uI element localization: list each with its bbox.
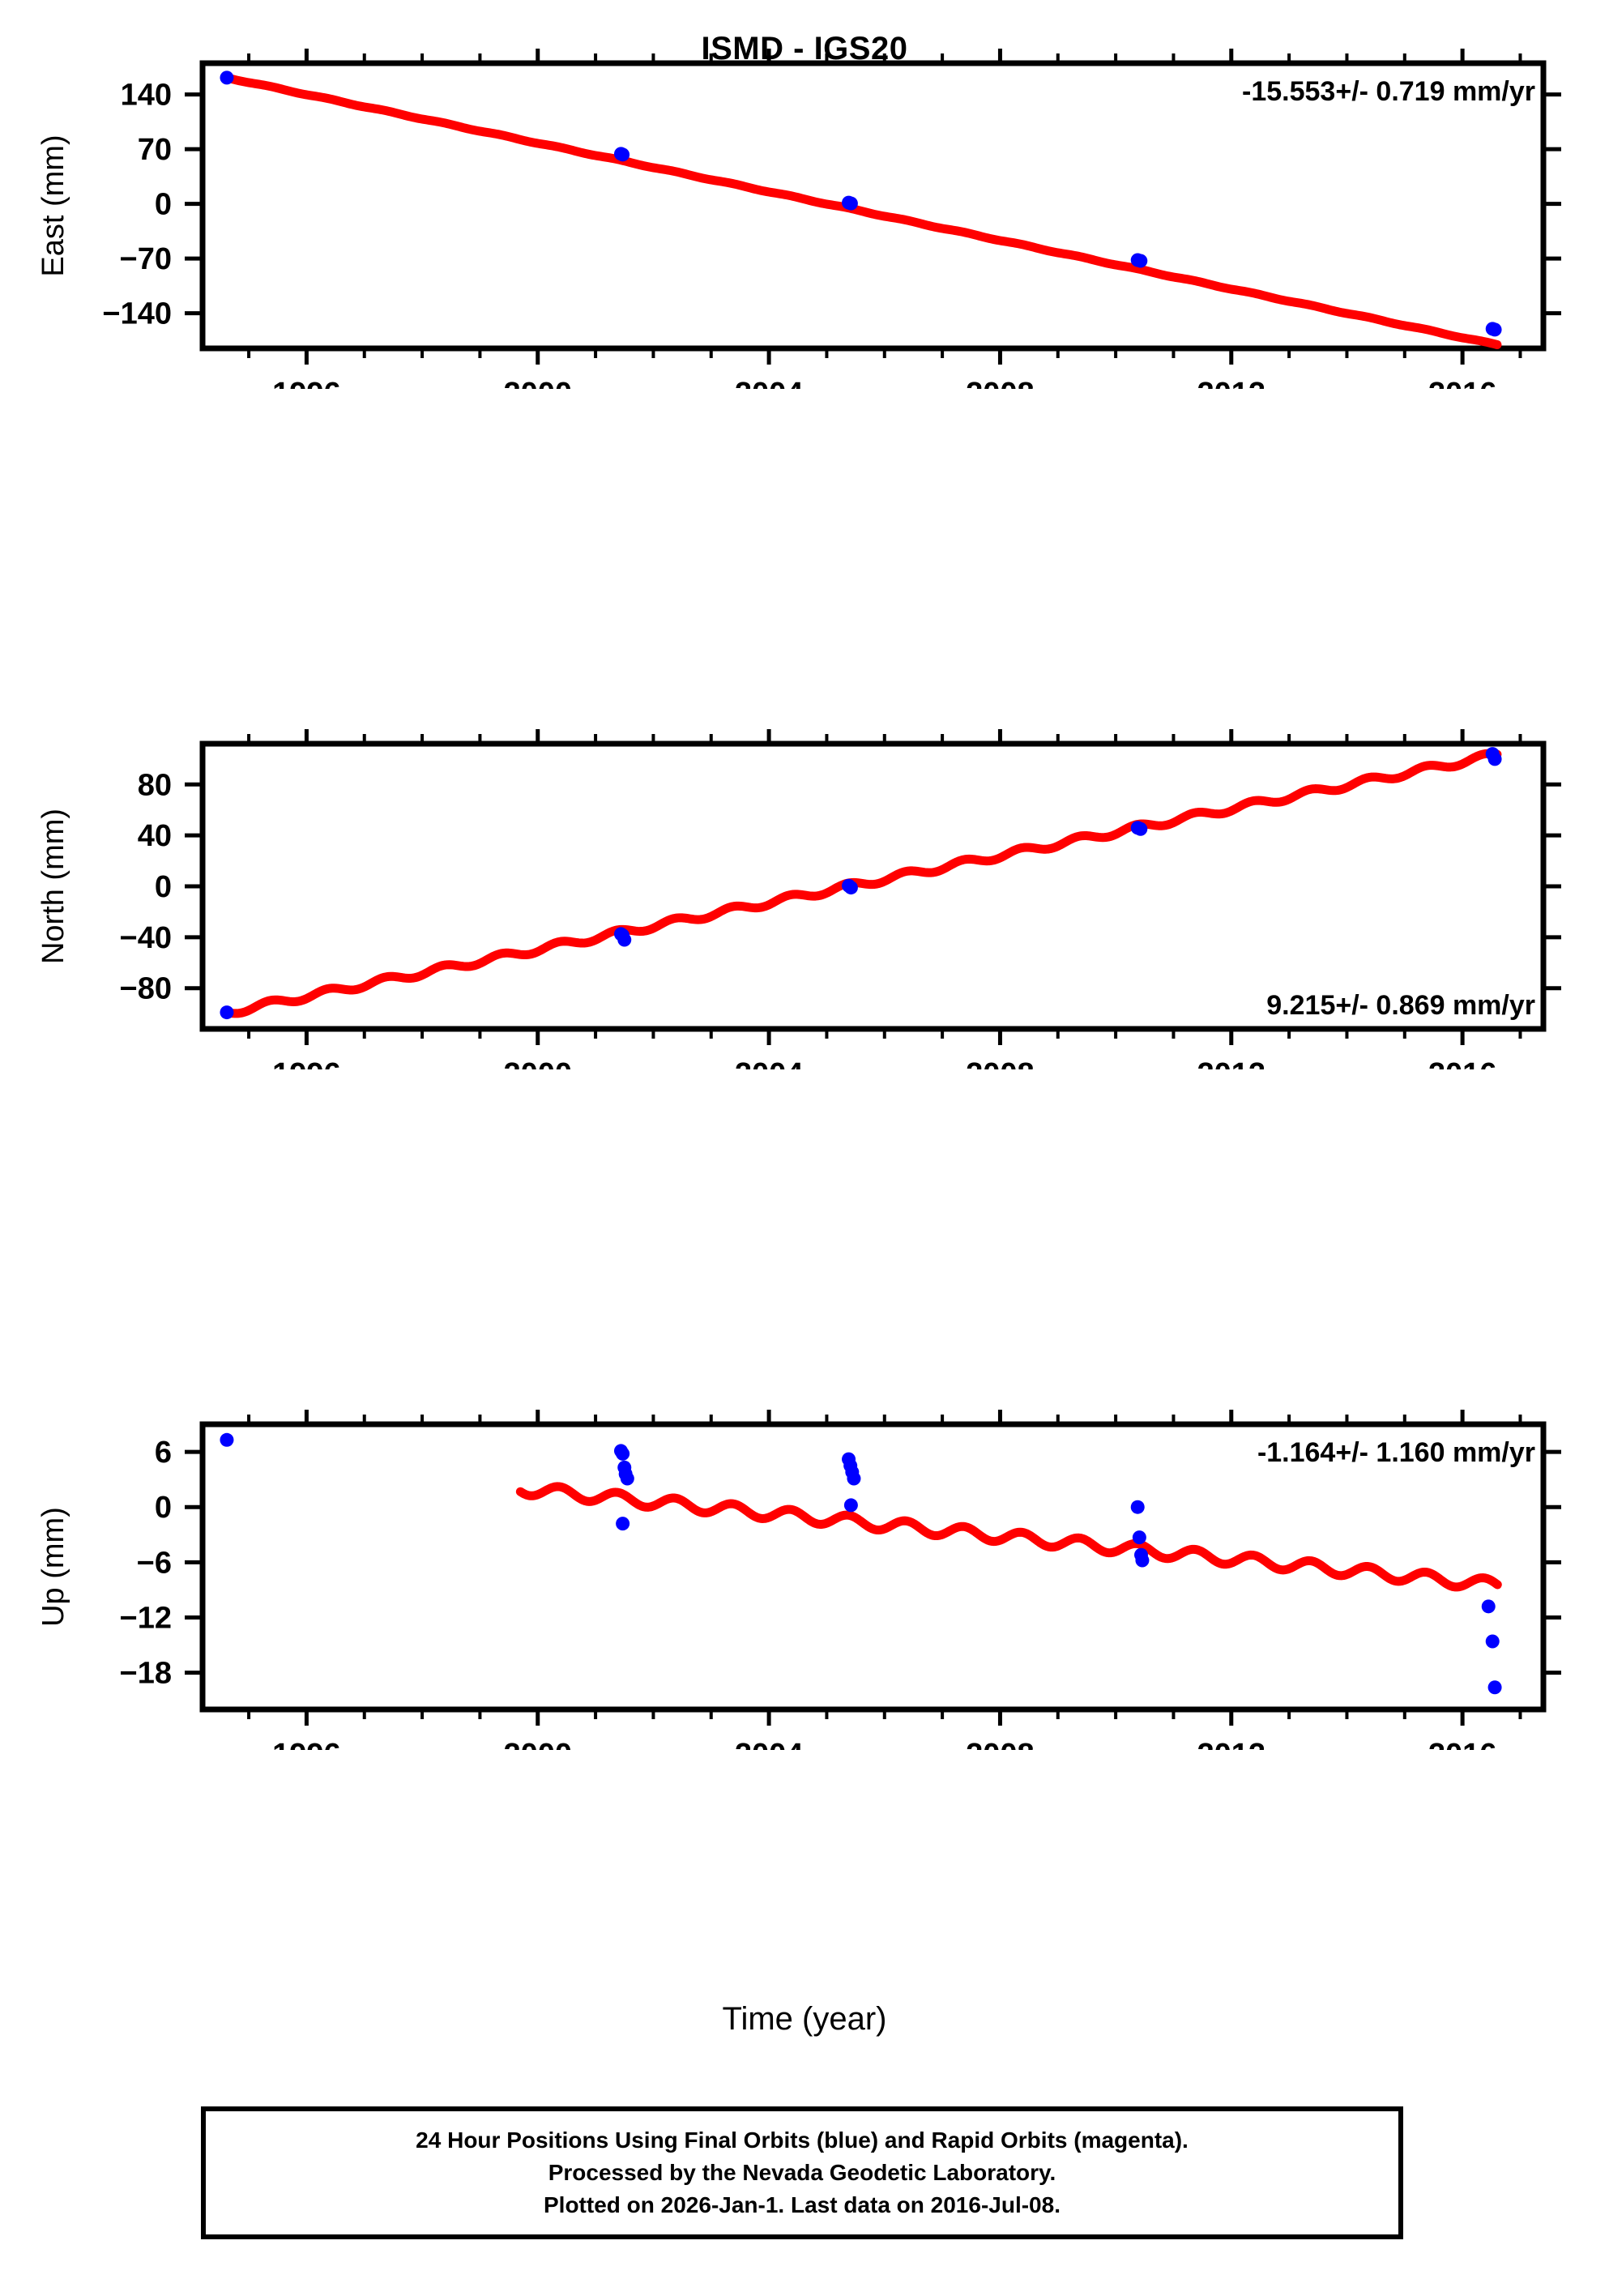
- x-tick-label: 2008: [966, 1738, 1035, 1750]
- y-tick-label: 40: [138, 819, 172, 853]
- rate-annotation-north: 9.215+/- 0.869 mm/yr: [1266, 990, 1535, 1021]
- y-axis-title-north: North (mm): [36, 809, 70, 964]
- y-tick-label: 6: [155, 1436, 172, 1470]
- panel-north: 1996 2000 2004 2008 2012 2016 80 40 0 −40 −80 North…: [0, 729, 1609, 1069]
- y-tick-label: −70: [120, 242, 172, 276]
- footer-line-2: Processed by the Nevada Geodetic Laborat…: [548, 2160, 1056, 2186]
- footer-line-1: 24 Hour Positions Using Final Orbits (bl…: [416, 2127, 1189, 2153]
- footer-line-3: Plotted on 2026-Jan-1. Last data on 2016…: [544, 2191, 1061, 2217]
- y-axis-title-east: East (mm): [36, 134, 70, 276]
- x-tick-label: 2008: [966, 1057, 1035, 1069]
- data-point: [620, 1471, 634, 1486]
- x-tick-label: 2016: [1428, 1738, 1497, 1750]
- chart-east: 1996 2000 2004 2008 2012 2016 140 70 0 −70 −140 Eas…: [36, 49, 1561, 389]
- data-point: [843, 196, 858, 211]
- data-point: [1130, 1500, 1145, 1514]
- data-point: [616, 1517, 630, 1531]
- data-point: [843, 1498, 858, 1513]
- chart-north: 1996 2000 2004 2008 2012 2016 80 40 0 −40 −80 North…: [36, 729, 1561, 1069]
- y-tick-label: 70: [138, 133, 172, 167]
- data-point: [1485, 1634, 1500, 1649]
- y-tick-label: 80: [138, 768, 172, 802]
- model-trend-line: [515, 1482, 1502, 1592]
- x-tick-label: 2008: [966, 377, 1035, 389]
- model-trend-line: [222, 749, 1502, 1018]
- model-trend-line: [222, 73, 1502, 350]
- x-tick-label: 1996: [272, 377, 341, 389]
- x-tick-label: 2004: [735, 377, 804, 389]
- data-point: [847, 1471, 861, 1486]
- axes-frame: [199, 1421, 1547, 1713]
- x-tick-label: 2000: [503, 377, 572, 389]
- x-tick-label: 2012: [1197, 377, 1266, 389]
- rate-annotation-up: -1.164+/- 1.160 mm/yr: [1257, 1437, 1535, 1468]
- y-tick-label: −40: [120, 921, 172, 955]
- y-tick-label: 0: [155, 188, 172, 222]
- data-point: [1132, 1530, 1146, 1545]
- data-point: [1135, 1553, 1150, 1568]
- y-tick-label: −80: [120, 972, 172, 1006]
- data-point: [220, 1005, 234, 1020]
- data-point: [1133, 822, 1148, 836]
- y-tick-label: −6: [137, 1546, 172, 1580]
- y-tick-label: −140: [102, 297, 172, 331]
- x-tick-label: 2000: [503, 1738, 572, 1750]
- x-axis-title: Time (year): [722, 2001, 887, 2037]
- x-tick-label: 2004: [735, 1057, 804, 1069]
- x-tick-label: 2016: [1428, 377, 1497, 389]
- x-tick-label: 2012: [1197, 1057, 1266, 1069]
- data-point: [1487, 322, 1502, 337]
- x-tick-label: 2004: [735, 1738, 804, 1750]
- panel-east: 1996 2000 2004 2008 2012 2016 140 70 0 −70 −140 Eas…: [0, 49, 1609, 389]
- footer-caption-box: 24 Hour Positions Using Final Orbits (bl…: [201, 2106, 1403, 2239]
- y-tick-label: 140: [121, 79, 172, 113]
- y-tick-label: 0: [155, 1491, 172, 1525]
- data-point: [1481, 1599, 1496, 1614]
- x-tick-label: 2000: [503, 1057, 572, 1069]
- y-tick-label: −12: [120, 1601, 172, 1635]
- data-point: [843, 881, 858, 895]
- panel-up: 1996 2000 2004 2008 2012 2016 6 0 −6 −12 −18 Up (mm…: [0, 1410, 1609, 1750]
- data-point: [1487, 1680, 1502, 1695]
- x-tick-label: 2016: [1428, 1057, 1497, 1069]
- data-point: [616, 147, 630, 162]
- x-tick-label: 1996: [272, 1738, 341, 1750]
- y-tick-label: 0: [155, 870, 172, 904]
- rate-annotation-east: -15.553+/- 0.719 mm/yr: [1242, 76, 1535, 107]
- data-point: [220, 1432, 234, 1447]
- y-axis-title-up: Up (mm): [36, 1507, 70, 1627]
- data-point: [1487, 752, 1502, 766]
- x-tick-label: 1996: [272, 1057, 341, 1069]
- data-point: [220, 70, 234, 85]
- chart-up: 1996 2000 2004 2008 2012 2016 6 0 −6 −12 −18 Up (mm…: [36, 1410, 1561, 1750]
- data-point: [1133, 254, 1148, 268]
- data-point: [616, 1446, 630, 1461]
- y-tick-label: −18: [120, 1657, 172, 1691]
- x-tick-label: 2012: [1197, 1738, 1266, 1750]
- data-point: [617, 932, 632, 947]
